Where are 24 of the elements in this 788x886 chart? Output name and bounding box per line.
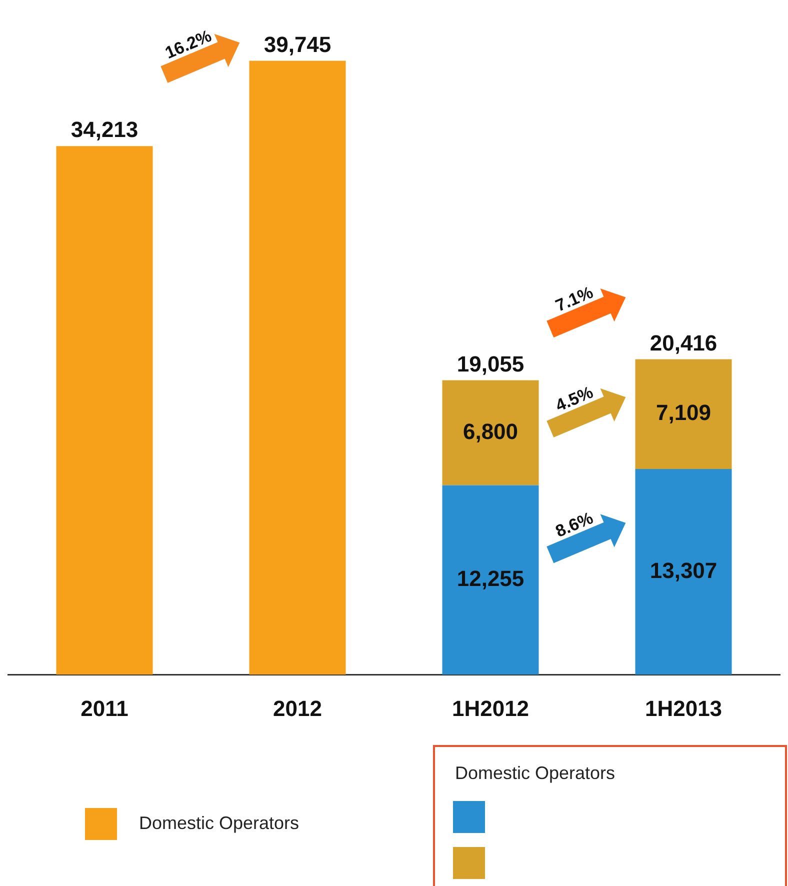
bar	[635, 469, 732, 675]
annotation: 16.2%	[162, 26, 214, 63]
annotation: 8.6%	[552, 508, 596, 541]
data-label: 39,745	[264, 32, 332, 57]
data-label: 34,213	[70, 117, 138, 142]
x-tick-label: 1H2012	[452, 696, 530, 721]
bar	[442, 380, 539, 486]
x-tick-label: 2011	[80, 696, 128, 721]
total-label: 20,416	[650, 330, 718, 356]
bar	[635, 359, 732, 470]
x-tick-label: 2012	[273, 696, 322, 721]
data-label: 13,307	[650, 558, 718, 583]
total-label: 19,055	[456, 351, 524, 376]
data-label: 7,109	[656, 400, 712, 426]
legend-label: Domestic Operators	[139, 812, 300, 833]
x-tick-label: 1H2013	[644, 696, 722, 721]
annotation: 7.1%	[552, 282, 596, 316]
data-label: 12,255	[456, 566, 524, 592]
bar	[56, 146, 153, 675]
bar	[442, 485, 539, 675]
bar	[249, 60, 346, 675]
annotation: 4.5%	[552, 382, 596, 416]
data-label: 6,800	[462, 418, 518, 444]
legend-title: Domestic Operators	[455, 763, 616, 784]
